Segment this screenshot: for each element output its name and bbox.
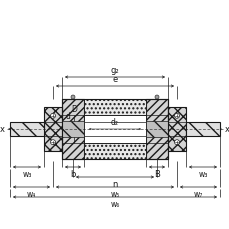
Bar (84, 100, 145, 115)
Bar (10, 123, 44, 136)
Bar (44, 108, 62, 151)
Circle shape (174, 140, 179, 145)
Text: d₄: d₄ (192, 125, 200, 134)
Bar (62, 100, 84, 159)
Bar (167, 108, 185, 151)
Text: w₄: w₄ (27, 189, 36, 198)
Text: w₃: w₃ (22, 169, 32, 178)
Bar (185, 123, 219, 136)
Text: d: d (65, 112, 70, 120)
Text: w₃: w₃ (197, 169, 207, 178)
Circle shape (50, 114, 55, 119)
Text: b: b (70, 169, 75, 178)
Text: e: e (112, 75, 117, 84)
Text: n: n (112, 179, 117, 188)
Text: w₆: w₆ (110, 199, 119, 208)
Text: g₂: g₂ (110, 66, 119, 75)
Circle shape (50, 140, 55, 145)
Bar (62, 100, 167, 159)
Bar (145, 121, 167, 137)
Bar (84, 115, 145, 143)
Bar (62, 121, 84, 137)
Bar (44, 123, 62, 136)
Bar (62, 100, 167, 159)
Bar (167, 123, 185, 136)
Bar (84, 143, 145, 159)
Text: w₇: w₇ (193, 189, 202, 198)
Text: d₄: d₄ (29, 125, 37, 134)
Text: d₂: d₂ (111, 117, 118, 126)
Bar (145, 100, 167, 159)
Text: w₅: w₅ (110, 189, 119, 198)
Circle shape (154, 95, 158, 100)
Circle shape (174, 114, 179, 119)
Text: D: D (71, 105, 77, 114)
Circle shape (71, 95, 75, 100)
Text: x: x (224, 125, 229, 134)
Text: B: B (153, 169, 159, 178)
Text: x: x (0, 125, 5, 134)
